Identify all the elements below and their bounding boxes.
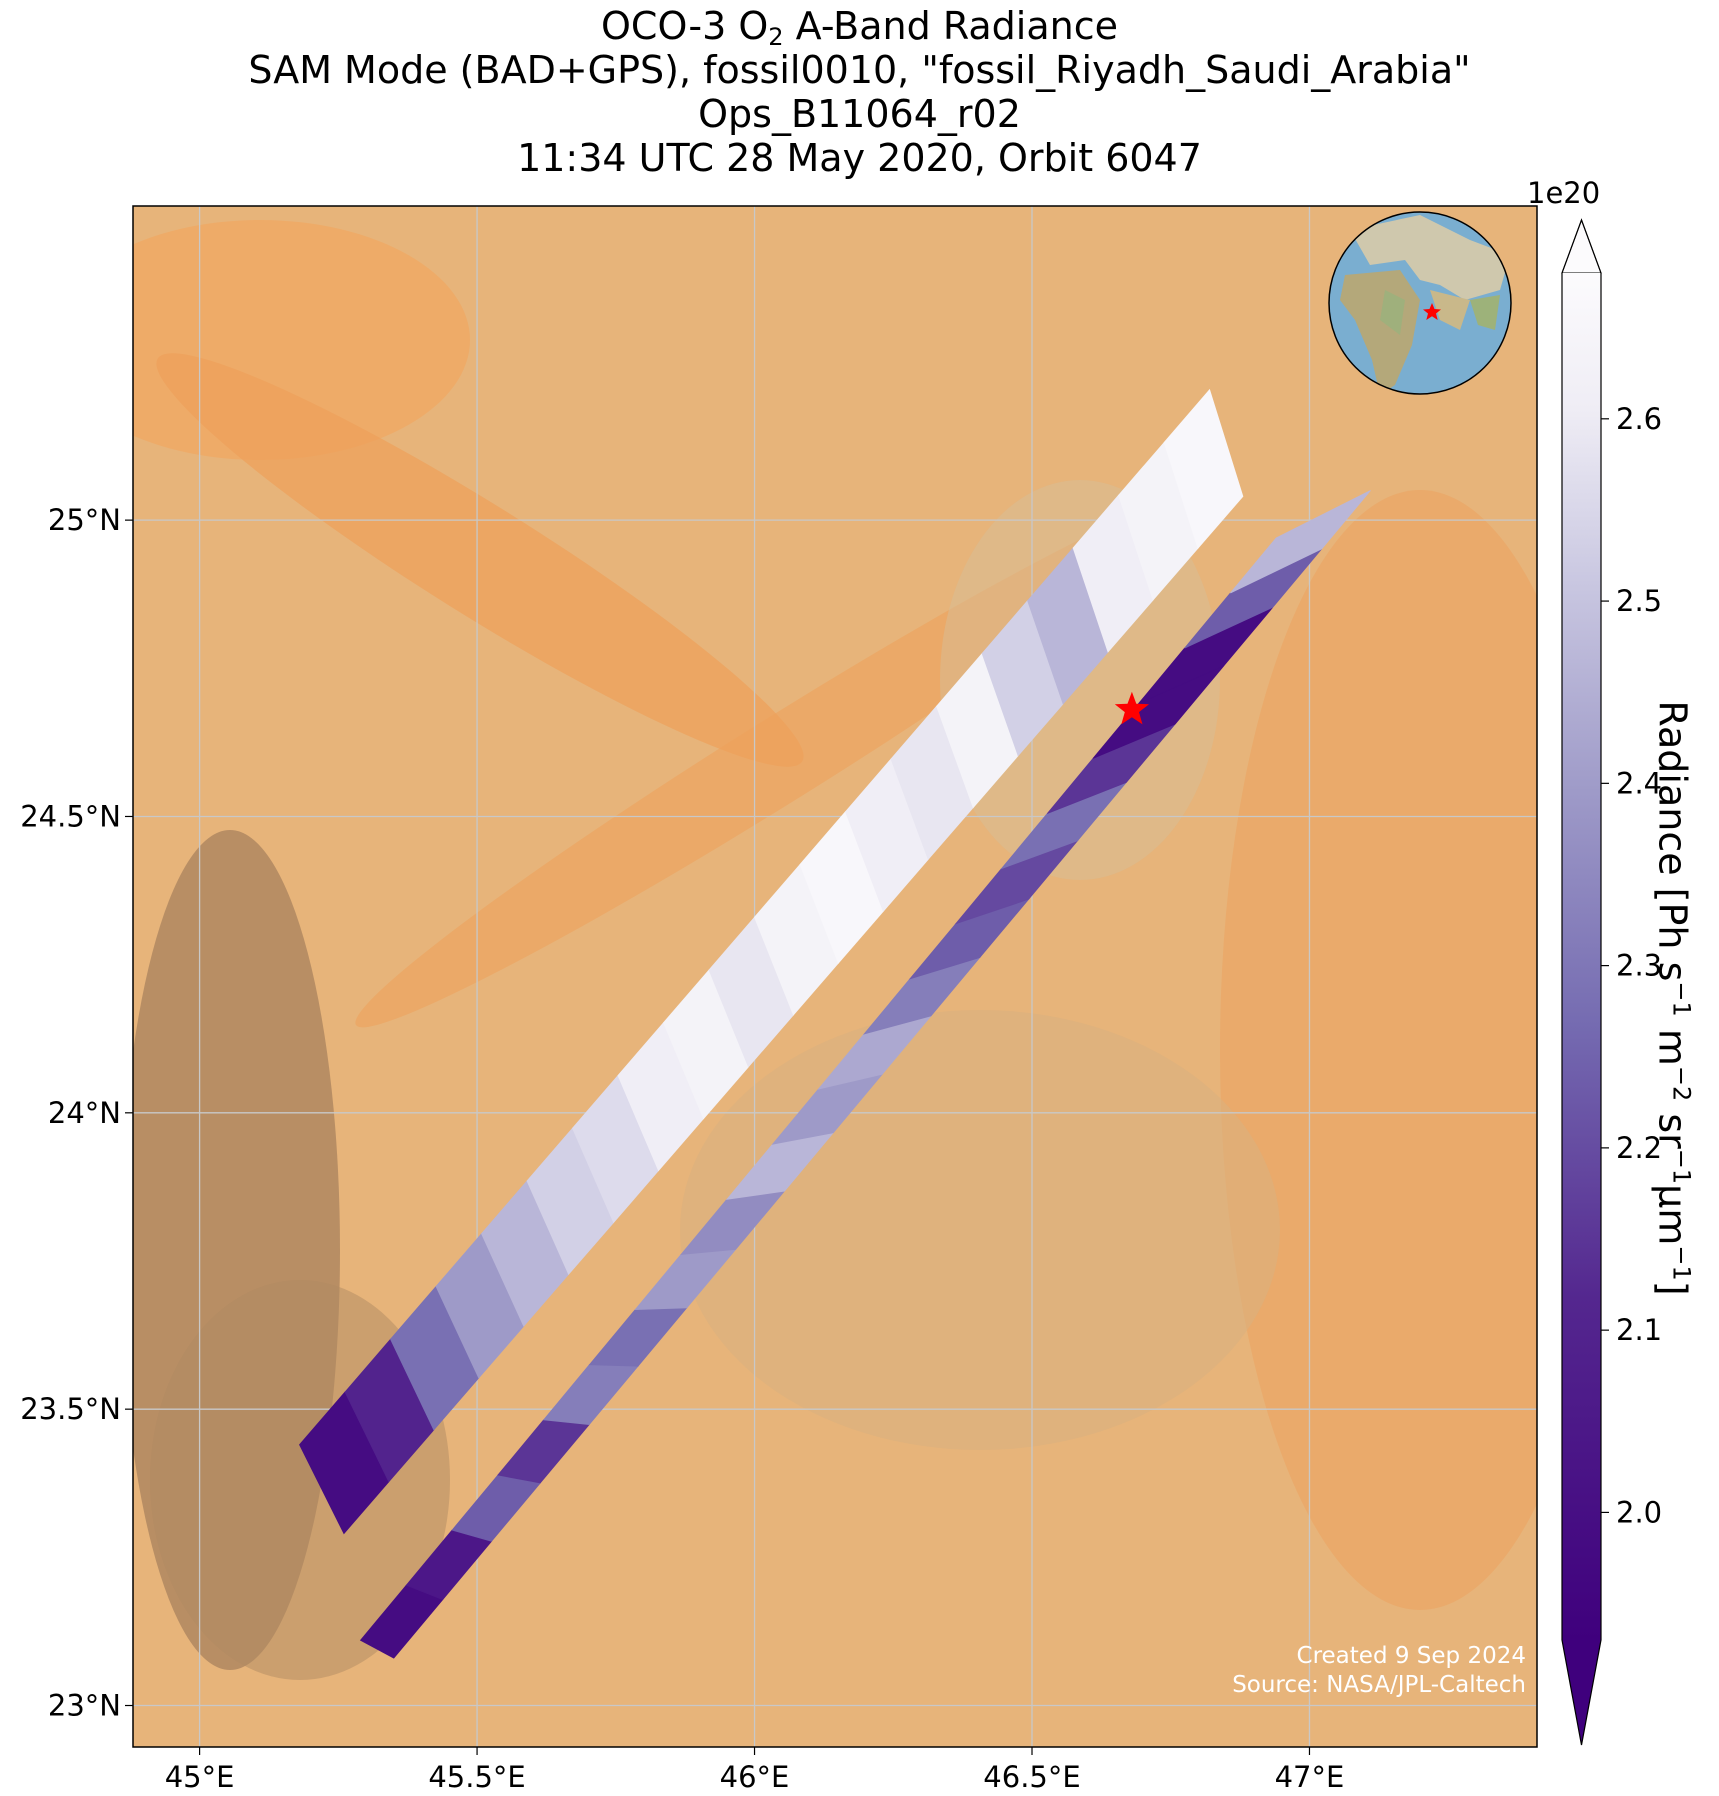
colorbar-tick-label: 2.2 [1616,1131,1662,1165]
globe-icon [1328,211,1512,395]
longitude-ticks: 45°E 45.5°E 46°E 46.5°E 47°E [165,1747,1345,1794]
created-credit: Created 9 Sep 2024 [1296,1643,1526,1669]
lon-tick-label: 46°E [720,1760,790,1794]
latitude-ticks: 25°N 24.5°N 24°N 23.5°N 23°N [20,503,133,1723]
globe-star-icon [1423,303,1441,320]
lat-tick-label: 24°N [48,1096,121,1130]
colorbar-tick-label: 2.3 [1616,949,1662,983]
title-line-4: 11:34 UTC 28 May 2020, Orbit 6047 [517,136,1202,180]
source-credit: Source: NASA/JPL-Caltech [1232,1672,1526,1698]
title-line-1: OCO-3 O2 A-Band Radiance [601,4,1118,51]
colorbar-title: Radiance [Ph s−1 m−2 sr−1μm−1] [1650,700,1696,1296]
colorbar-tick-label: 2.5 [1616,584,1662,618]
colorbar-tick-label: 2.6 [1616,402,1662,436]
title-line-3: Ops_B11064_r02 [698,92,1021,136]
lon-tick-label: 46.5°E [983,1760,1080,1794]
swath-cell [1163,388,1244,550]
colorbar-extend-top [1561,218,1602,274]
dune-belt [156,353,804,767]
lat-tick-label: 25°N [48,503,121,537]
title-line-2: SAM Mode (BAD+GPS), fossil0010, "fossil_… [248,48,1471,92]
target-star [1114,691,1149,725]
lon-tick-label: 45°E [165,1760,235,1794]
lon-tick-label: 45.5°E [428,1760,525,1794]
figure-title: OCO-3 O2 A-Band Radiance SAM Mode (BAD+G… [0,4,1719,180]
swath-cell [1230,490,1371,594]
target-star-icon [1114,691,1149,725]
colorbar-gradient [1562,273,1601,1640]
colorbar-tick-label: 2.0 [1616,1495,1662,1529]
colorbar-tick-label: 2.1 [1616,1313,1662,1347]
dune-field-east [1220,490,1537,1610]
lon-tick-label: 47°E [1275,1760,1345,1794]
map-frame [132,205,1538,1748]
lat-tick-label: 24.5°N [20,799,121,833]
lat-tick-label: 23°N [48,1689,121,1723]
colorbar-exponent: 1e20 [1527,176,1601,210]
radiance-swaths [299,388,1371,1659]
colorbar-outline [1561,218,1602,1746]
colorbar-extend-bottom [1562,1640,1601,1745]
colorbar-ticks: 2.0 2.1 2.2 2.3 2.4 2.5 2.6 [1601,402,1662,1529]
lat-tick-label: 23.5°N [20,1392,121,1426]
colorbar-tick-label: 2.4 [1616,766,1662,800]
